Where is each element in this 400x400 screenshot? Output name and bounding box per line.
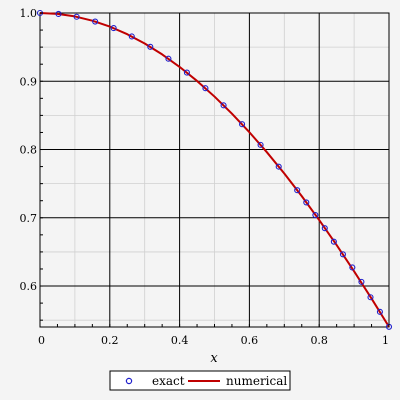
legend-exact-label: exact	[152, 374, 185, 388]
series-exact-point	[330, 238, 337, 245]
legend-numerical-label: numerical	[226, 374, 287, 388]
series-exact-point	[358, 278, 365, 285]
series-exact-point	[165, 55, 172, 62]
legend-exact-marker	[125, 377, 133, 385]
series-exact-point	[303, 199, 310, 206]
series-exact-point	[239, 121, 246, 128]
x-axis-tick-labels: 0 0.2 0.4 0.6 0.8 1	[38, 334, 389, 347]
series-exact-point	[220, 102, 227, 109]
series-exact-point	[349, 264, 356, 271]
series-numerical-line	[39, 12, 390, 328]
series-exact-point	[128, 33, 135, 40]
minor-grid	[40, 13, 389, 327]
series-exact-point	[339, 251, 346, 258]
axis-ticks	[39, 12, 390, 327]
series-exact-point	[110, 25, 117, 32]
series-exact-point	[321, 225, 328, 232]
y-tick-label: 0.9	[20, 75, 38, 88]
series-exact-point	[312, 212, 319, 219]
series-exact-point	[73, 13, 80, 20]
x-axis-title: x	[210, 351, 218, 366]
series-exact-point	[257, 141, 264, 148]
y-tick-label: 0.6	[20, 280, 38, 293]
x-tick-label: 0.8	[310, 334, 328, 347]
x-tick-label: 1	[382, 334, 389, 347]
series-exact-point	[202, 85, 209, 92]
series-exact-point	[376, 308, 383, 315]
x-tick-label: 0	[38, 334, 45, 347]
series-exact-point	[183, 69, 190, 76]
series-exact-point	[55, 10, 62, 18]
series-exact-point	[92, 18, 99, 25]
series-exact-point	[147, 43, 154, 50]
x-tick-label: 0.6	[241, 334, 259, 347]
y-axis-tick-labels: 0.6 0.7 0.8 0.9 1.0	[20, 7, 38, 293]
plot-area	[36, 9, 393, 330]
legend: exact numerical	[109, 370, 291, 391]
series-exact-point	[275, 163, 282, 170]
series-exact-point	[294, 187, 301, 194]
y-tick-label: 0.7	[20, 212, 38, 225]
series-exact-point	[367, 294, 374, 301]
x-tick-label: 0.4	[171, 334, 189, 347]
y-tick-label: 1.0	[20, 7, 38, 20]
major-grid	[39, 12, 390, 328]
y-tick-label: 0.8	[20, 144, 38, 157]
x-tick-label: 0.2	[101, 334, 119, 347]
